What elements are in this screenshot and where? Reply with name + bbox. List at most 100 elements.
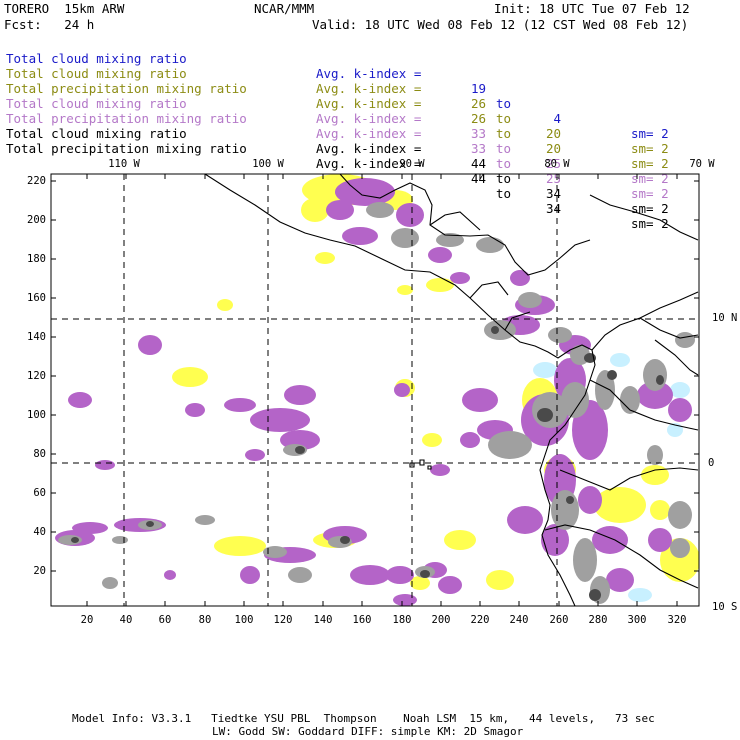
legend-value-start: 33 xyxy=(470,141,486,156)
legend-value-start: 44 xyxy=(470,171,486,186)
model-title: TORERO 15km ARW xyxy=(4,1,125,16)
legend-field: Total cloud mixing ratio xyxy=(6,66,187,81)
latlon-grid xyxy=(51,174,699,606)
legend-to: to xyxy=(496,111,512,126)
y-tick-label: 180 xyxy=(27,253,46,265)
x-tick-label: 220 xyxy=(470,614,490,626)
x-axis-ticks xyxy=(86,174,678,606)
x-tick-label: 60 xyxy=(158,614,172,626)
lon-label: 80 W xyxy=(544,158,570,170)
mexico-pacific-coast xyxy=(204,174,593,359)
legend-kindex-label: Avg. k-index = xyxy=(316,111,422,126)
lat-label: 10 S xyxy=(712,601,738,613)
x-tick-label: 80 xyxy=(198,614,212,626)
legend-kindex-label: Avg. k-index = xyxy=(316,156,422,171)
valid-time: Valid: 18 UTC Wed 08 Feb 12 (12 CST Wed … xyxy=(312,17,689,32)
legend-value-start: 44 xyxy=(470,156,486,171)
legend-field: Total precipitation mixing ratio xyxy=(6,141,247,156)
legend-to: to xyxy=(496,126,512,141)
x-tick-label: 280 xyxy=(588,614,608,626)
legend-smoothing: sm= 2 xyxy=(631,156,669,171)
y-tick-label: 160 xyxy=(27,292,46,304)
lat-label: 0 xyxy=(708,457,715,469)
legend-value-start: 19 xyxy=(470,81,486,96)
legend-field: Total cloud mixing ratio xyxy=(6,126,187,141)
coastlines xyxy=(204,174,699,606)
legend-row: Total cloud mixing ratio Avg. k-index = … xyxy=(6,36,669,156)
x-tick-label: 260 xyxy=(549,614,569,626)
gulf-coast xyxy=(339,174,591,276)
y-tick-label: 200 xyxy=(27,214,46,226)
yellow-cloud-field xyxy=(172,174,699,590)
lon-label: 70 W xyxy=(689,158,715,170)
y-axis-ticks xyxy=(51,180,699,572)
darkgray-cloud-cores xyxy=(71,326,664,601)
y-tick-label: 140 xyxy=(27,331,46,343)
cloud-fields xyxy=(55,174,699,606)
y-tick-label: 60 xyxy=(33,487,46,499)
legend-value-end: 20 xyxy=(545,141,561,156)
central-america-borders xyxy=(429,211,531,331)
legend-smoothing: sm= 2 xyxy=(631,126,669,141)
y-tick-label: 120 xyxy=(27,370,46,382)
andes-borders xyxy=(544,379,699,589)
legend-smoothing: sm= 2 xyxy=(631,186,669,201)
lon-label: 100 W xyxy=(252,158,284,170)
legend-to: to xyxy=(496,141,512,156)
legend-to: to xyxy=(496,186,512,201)
x-tick-label: 240 xyxy=(509,614,529,626)
y-tick-label: 80 xyxy=(33,448,46,460)
x-tick-label: 200 xyxy=(431,614,451,626)
x-tick-label: 180 xyxy=(392,614,412,626)
lightcyan-cloud-field xyxy=(533,353,690,602)
y-tick-label: 40 xyxy=(33,526,46,538)
legend-field: Total cloud mixing ratio xyxy=(6,51,187,66)
lat-label: 10 N xyxy=(712,312,738,324)
x-tick-label: 40 xyxy=(119,614,133,626)
legend-value-end: 20 xyxy=(545,126,561,141)
legend-to: to xyxy=(496,156,512,171)
legend-kindex-label: Avg. k-index = xyxy=(316,126,422,141)
model-info-line2: LW: Godd SW: Goddard DIFF: simple KM: 2D… xyxy=(212,725,524,738)
legend-field: Total precipitation mixing ratio xyxy=(6,81,247,96)
legend-smoothing: sm= 2 xyxy=(631,141,669,156)
model-info-line1: Model Info: V3.3.1 Tiedtke YSU PBL Thomp… xyxy=(72,712,655,725)
legend-value-start: 26 xyxy=(470,96,486,111)
x-tick-label: 160 xyxy=(352,614,372,626)
legend-row: Total precipitation mixing ratio Avg. k-… xyxy=(6,96,669,216)
y-tick-label: 100 xyxy=(27,409,46,421)
y-tick-label: 220 xyxy=(27,175,46,187)
legend-field: Total cloud mixing ratio xyxy=(6,96,187,111)
legend-kindex-label: Avg. k-index = xyxy=(316,66,422,81)
x-tick-label: 120 xyxy=(273,614,293,626)
legend-kindex-label: Avg. k-index = xyxy=(316,81,422,96)
x-tick-label: 20 xyxy=(80,614,94,626)
venezuela-coast xyxy=(639,317,699,376)
legend-kindex-label: Avg. k-index = xyxy=(316,96,422,111)
legend-field: Total precipitation mixing ratio xyxy=(6,111,247,126)
center-name: NCAR/MMM xyxy=(254,1,315,16)
x-tick-label: 100 xyxy=(234,614,254,626)
legend-row: Total cloud mixing ratio Avg. k-index = … xyxy=(6,51,669,171)
legend-to: to xyxy=(496,96,512,111)
south-america-west-coast xyxy=(539,349,596,606)
legend-value-start: 33 xyxy=(470,126,486,141)
legend-value-end: 4 xyxy=(553,111,561,126)
legend-value-end: 25 xyxy=(545,156,561,171)
x-tick-label: 300 xyxy=(627,614,647,626)
legend-row: Total precipitation mixing ratio Avg. k-… xyxy=(6,66,669,186)
y-tick-label: 20 xyxy=(33,565,46,577)
map-frame xyxy=(50,173,700,607)
forecast-hour: Fcst: 24 h xyxy=(4,17,95,32)
cuba-coast xyxy=(589,194,699,241)
legend-kindex-label: Avg. k-index = xyxy=(316,141,422,156)
x-tick-label: 140 xyxy=(313,614,333,626)
lon-label: 90 W xyxy=(399,158,425,170)
galapagos-islands xyxy=(409,459,432,470)
init-time: Init: 18 UTC Tue 07 Feb 12 xyxy=(494,1,690,16)
axis-ticks xyxy=(51,174,699,606)
legend-row: Total cloud mixing ratio Avg. k-index = … xyxy=(6,81,669,201)
x-tick-label: 320 xyxy=(667,614,687,626)
